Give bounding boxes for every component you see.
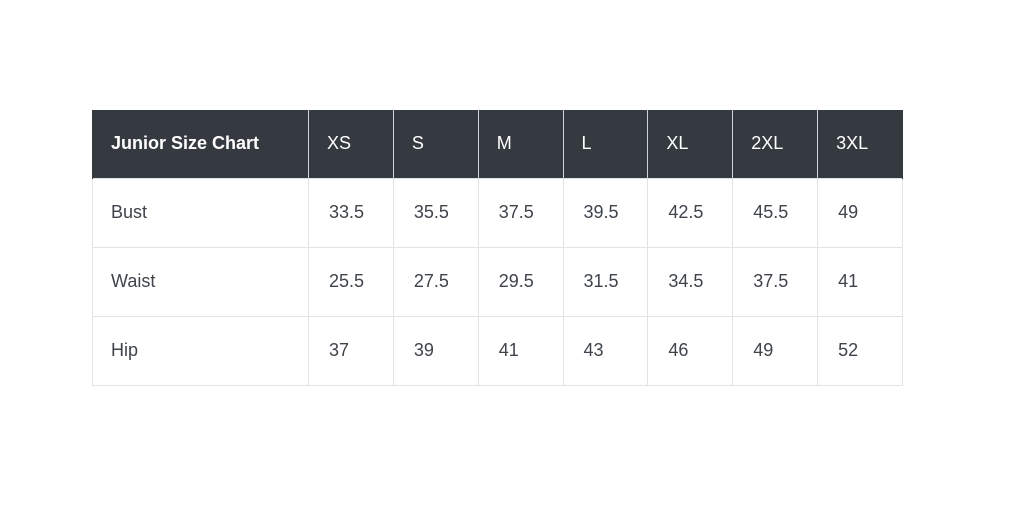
value-cell: 41 [477,315,564,386]
header-cell-l: L [562,110,649,178]
size-chart-container: Junior Size Chart XS S M L XL 2XL 3XL Bu… [92,110,903,386]
row-label-waist: Waist [92,246,309,317]
header-cell-m: M [477,110,564,178]
value-cell: 29.5 [477,246,564,317]
value-cell: 31.5 [562,246,649,317]
table-body: Bust 33.5 35.5 37.5 39.5 42.5 45.5 49 Wa… [92,177,903,386]
value-cell: 37.5 [732,246,819,317]
value-cell: 33.5 [308,177,394,248]
size-chart-table: Junior Size Chart XS S M L XL 2XL 3XL Bu… [92,110,903,386]
value-cell: 37 [308,315,394,386]
value-cell: 49 [732,315,819,386]
row-label-bust: Bust [92,177,309,248]
table-row-hip: Hip 37 39 41 43 46 49 52 [92,315,903,386]
header-cell-s: S [392,110,479,178]
table-row-bust: Bust 33.5 35.5 37.5 39.5 42.5 45.5 49 [92,177,903,248]
value-cell: 37.5 [477,177,564,248]
header-row: Junior Size Chart XS S M L XL 2XL 3XL [92,110,903,178]
value-cell: 27.5 [392,246,479,317]
value-cell: 46 [647,315,734,386]
value-cell: 39 [392,315,479,386]
value-cell: 41 [817,246,903,317]
value-cell: 35.5 [392,177,479,248]
header-cell-title: Junior Size Chart [92,110,309,178]
value-cell: 49 [817,177,903,248]
header-cell-3xl: 3XL [817,110,903,178]
value-cell: 39.5 [562,177,649,248]
value-cell: 43 [562,315,649,386]
value-cell: 52 [817,315,903,386]
table-header: Junior Size Chart XS S M L XL 2XL 3XL [92,110,903,178]
header-cell-xl: XL [647,110,734,178]
table-row-waist: Waist 25.5 27.5 29.5 31.5 34.5 37.5 41 [92,246,903,317]
value-cell: 25.5 [308,246,394,317]
header-cell-xs: XS [308,110,394,178]
value-cell: 45.5 [732,177,819,248]
value-cell: 42.5 [647,177,734,248]
row-label-hip: Hip [92,315,309,386]
value-cell: 34.5 [647,246,734,317]
header-cell-2xl: 2XL [732,110,819,178]
